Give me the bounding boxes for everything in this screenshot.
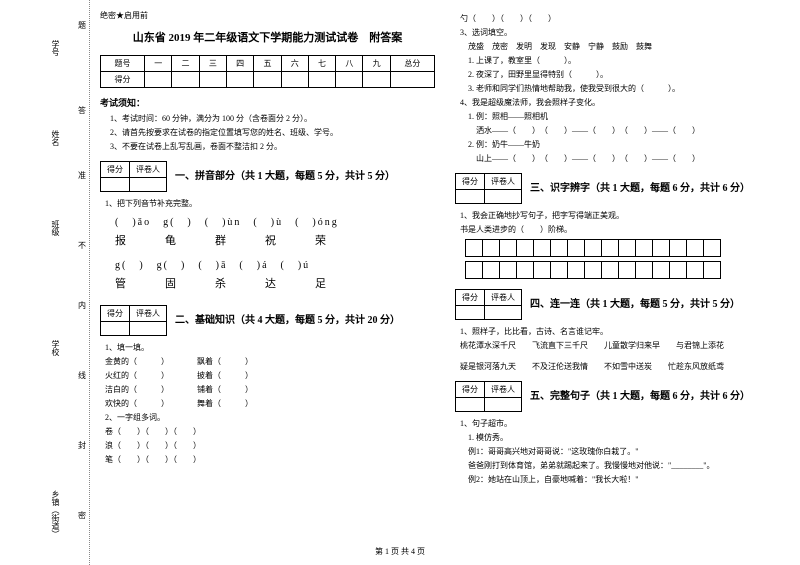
sec3-title: 三、识字辨字（共 1 大题，每题 6 分，共计 6 分） [530,167,750,194]
th-7: 七 [308,56,335,72]
c2-2: 茂盛 茂密 发明 发现 安静 宁静 鼓励 鼓舞 [460,41,790,52]
sec2-l3: 洁白的（ ） 铺着（ ） [105,384,435,395]
c2-5: 3. 老师和同学们热情地帮助我，使我受到很大的（ ）。 [460,83,790,94]
score-box-5: 得分评卷人 [455,381,522,412]
sec2-l7: 笔（ ）（ ）（ ） [105,454,435,465]
sec4-q1: 1、照样子，比比看，古诗、名言谁记牢。 [460,326,790,337]
main-content: 绝密★启用前 山东省 2019 年二年级语文下学期能力测试试卷 附答案 题号 一… [100,10,790,488]
c2-6: 4、我是超级魔法师，我会照样子变化。 [460,97,790,108]
sec2-l4: 欢快的（ ） 舞着（ ） [105,398,435,409]
sec4-title: 四、连一连（共 1 大题，每题 5 分，共计 5 分） [530,283,740,310]
sec2-q2: 2、一字组多词。 [105,412,435,423]
sidebar-label-class: 班级 [50,220,61,236]
sec5-title: 五、完整句子（共 1 大题，每题 6 分，共计 6 分） [530,375,750,402]
right-column: 勺（ ）（ ）（ ） 3、选词填空。 茂盛 茂密 发明 发现 安静 宁静 鼓励 … [455,10,790,488]
sec2-l1: 金黄的（ ） 飘着（ ） [105,356,435,367]
marker-5: 线 [78,370,86,381]
sec4-l2: 疑是银河落九天 不及汪伦送我情 不如雪中送炭 忙趁东风放纸鸢 [460,361,790,372]
sidebar-label-name: 姓名 [50,130,61,146]
sec2-l2: 火红的（ ） 披着（ ） [105,370,435,381]
exam-notice-head: 考试须知： [100,96,435,109]
score-box-3: 得分评卷人 [455,173,522,204]
marker-4: 内 [78,300,86,311]
sidebar-label-town: 乡镇（街道） [50,490,61,538]
score-box-2: 得分评卷人 [100,305,167,336]
th-9: 九 [363,56,390,72]
th-1: 一 [145,56,172,72]
th-8: 八 [336,56,363,72]
c2-1: 3、选词填空。 [460,27,790,38]
sec1-title: 一、拼音部分（共 1 大题，每题 5 分，共计 5 分） [175,155,395,182]
c2-4: 2. 夜深了，田野里显得特别（ ）。 [460,69,790,80]
c2-9: 2. 例：奶牛——牛奶 [460,139,790,150]
sec3-line: 书是人类进步的（ ）阶梯。 [460,224,790,235]
th-6: 六 [281,56,308,72]
sec5-q1: 1、句子超市。 [460,418,790,429]
score-table: 题号 一 二 三 四 五 六 七 八 九 总分 得分 [100,55,435,88]
sidebar-label-id: 学号 [50,40,61,56]
page-footer: 第 1 页 共 4 页 [0,546,800,557]
sec1-py2: g( ) g( ) ( )ā ( )á ( )ú [115,256,435,271]
left-column: 绝密★启用前 山东省 2019 年二年级语文下学期能力测试试卷 附答案 题号 一… [100,10,435,488]
marker-0: 题 [78,20,86,31]
c2-8: 洒水——（ ） （ ）——（ ） （ ）——（ ） [460,125,790,136]
th-0: 题号 [101,56,145,72]
marker-6: 封 [78,440,86,451]
c2-10: 山上——（ ） （ ）——（ ） （ ）——（ ） [460,153,790,164]
sec1-py1: ( )ǎo g( ) ( )ùn ( )ù ( )óng [115,213,435,228]
marker-3: 不 [78,240,86,251]
sec4-l1: 桃花潭水深千尺 飞流直下三千尺 儿童散学归来早 与君锦上添花 [460,340,790,351]
notice-3: 3、不要在试卷上乱写乱画，卷面不整洁扣 2 分。 [100,141,435,152]
th-4: 四 [227,56,254,72]
marker-1: 答 [78,105,86,116]
sec5-l1: 1. 模仿秀。 [460,432,790,443]
marker-2: 准 [78,170,86,181]
sidebar-label-school: 学校 [50,340,61,356]
exam-title: 山东省 2019 年二年级语文下学期能力测试试卷 附答案 [100,29,435,45]
sec2-l6: 浪（ ）（ ）（ ） [105,440,435,451]
confidential-label: 绝密★启用前 [100,10,435,21]
sec1-ch2: 管 固 杀 达 足 [115,275,435,291]
c2-0: 勺（ ）（ ）（ ） [460,13,790,24]
sec5-l2: 例1：哥哥高兴地对哥哥说："这玫瑰你白栽了。" [460,446,790,457]
marker-7: 密 [78,510,86,521]
row2-label: 得分 [101,72,145,88]
th-2: 二 [172,56,199,72]
notice-2: 2、请首先按要求在试卷的指定位置填写您的姓名、班级、学号。 [100,127,435,138]
th-10: 总分 [390,56,434,72]
writing-grid-1 [465,239,790,257]
binding-sidebar: 学号 姓名 班级 学校 乡镇（街道） 题 答 准 不 内 线 封 密 [0,0,90,565]
sec2-title: 二、基础知识（共 4 大题，每题 5 分，共计 20 分） [175,299,400,326]
c2-7: 1. 例：照相——照相机 [460,111,790,122]
writing-grid-2 [465,261,790,279]
sec2-l5: 卷（ ）（ ）（ ） [105,426,435,437]
score-box-1: 得分评卷人 [100,161,167,192]
c2-3: 1. 上课了，教室里（ ）。 [460,55,790,66]
score-box-4: 得分评卷人 [455,289,522,320]
notice-1: 1、考试时间：60 分钟，满分为 100 分（含卷面分 2 分）。 [100,113,435,124]
th-5: 五 [254,56,281,72]
sec1-ch1: 报 龟 群 祝 荣 [115,232,435,248]
sec5-l4: 例2：她站在山顶上，自豪地喊着："我长大啦！" [460,474,790,485]
sec5-l3: 爸爸刚打到体育馆，弟弟就踢起来了。我慢慢地对他说："________"。 [460,460,790,471]
th-3: 三 [199,56,226,72]
sec3-q1: 1、我会正确地抄写句子，把字写得端正美观。 [460,210,790,221]
sec1-q1: 1、把下列音节补充完整。 [105,198,435,209]
sec2-q1: 1、填一填。 [105,342,435,353]
